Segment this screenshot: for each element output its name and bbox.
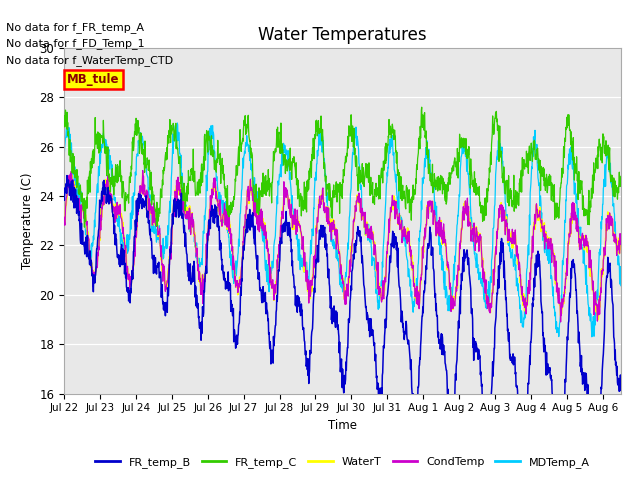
X-axis label: Time: Time	[328, 419, 357, 432]
Text: No data for f_WaterTemp_CTD: No data for f_WaterTemp_CTD	[6, 55, 173, 66]
Y-axis label: Temperature (C): Temperature (C)	[20, 172, 34, 269]
Text: No data for f_FD_Temp_1: No data for f_FD_Temp_1	[6, 38, 145, 49]
Text: MB_tule: MB_tule	[67, 73, 120, 86]
Text: No data for f_FR_temp_A: No data for f_FR_temp_A	[6, 22, 145, 33]
Title: Water Temperatures: Water Temperatures	[258, 25, 427, 44]
Legend: FR_temp_B, FR_temp_C, WaterT, CondTemp, MDTemp_A: FR_temp_B, FR_temp_C, WaterT, CondTemp, …	[91, 453, 594, 472]
